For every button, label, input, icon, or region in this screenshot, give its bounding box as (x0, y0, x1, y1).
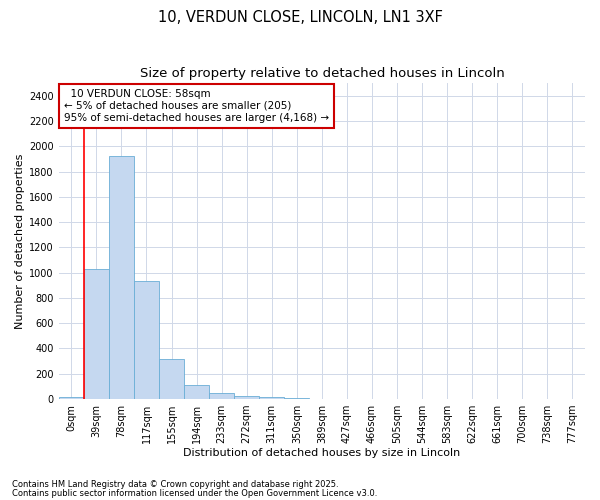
Bar (134, 282, 159, 399)
Y-axis label: Number of detached properties: Number of detached properties (15, 154, 25, 328)
Title: Size of property relative to detached houses in Lincoln: Size of property relative to detached ho… (140, 68, 504, 80)
Bar (234, 396, 259, 399)
Bar (59, 397, 84, 399)
Text: Contains public sector information licensed under the Open Government Licence v3: Contains public sector information licen… (12, 490, 377, 498)
Bar (259, 397, 284, 399)
Bar (159, 359, 184, 399)
X-axis label: Distribution of detached houses by size in Lincoln: Distribution of detached houses by size … (183, 448, 461, 458)
Text: 10 VERDUN CLOSE: 58sqm
← 5% of detached houses are smaller (205)
95% of semi-det: 10 VERDUN CLOSE: 58sqm ← 5% of detached … (64, 90, 329, 122)
Bar (184, 385, 209, 399)
Bar (284, 398, 310, 399)
Text: Contains HM Land Registry data © Crown copyright and database right 2025.: Contains HM Land Registry data © Crown c… (12, 480, 338, 489)
Bar (209, 394, 234, 399)
Bar (84, 270, 109, 399)
Text: 10, VERDUN CLOSE, LINCOLN, LN1 3XF: 10, VERDUN CLOSE, LINCOLN, LN1 3XF (158, 10, 442, 25)
Bar (109, 156, 134, 399)
